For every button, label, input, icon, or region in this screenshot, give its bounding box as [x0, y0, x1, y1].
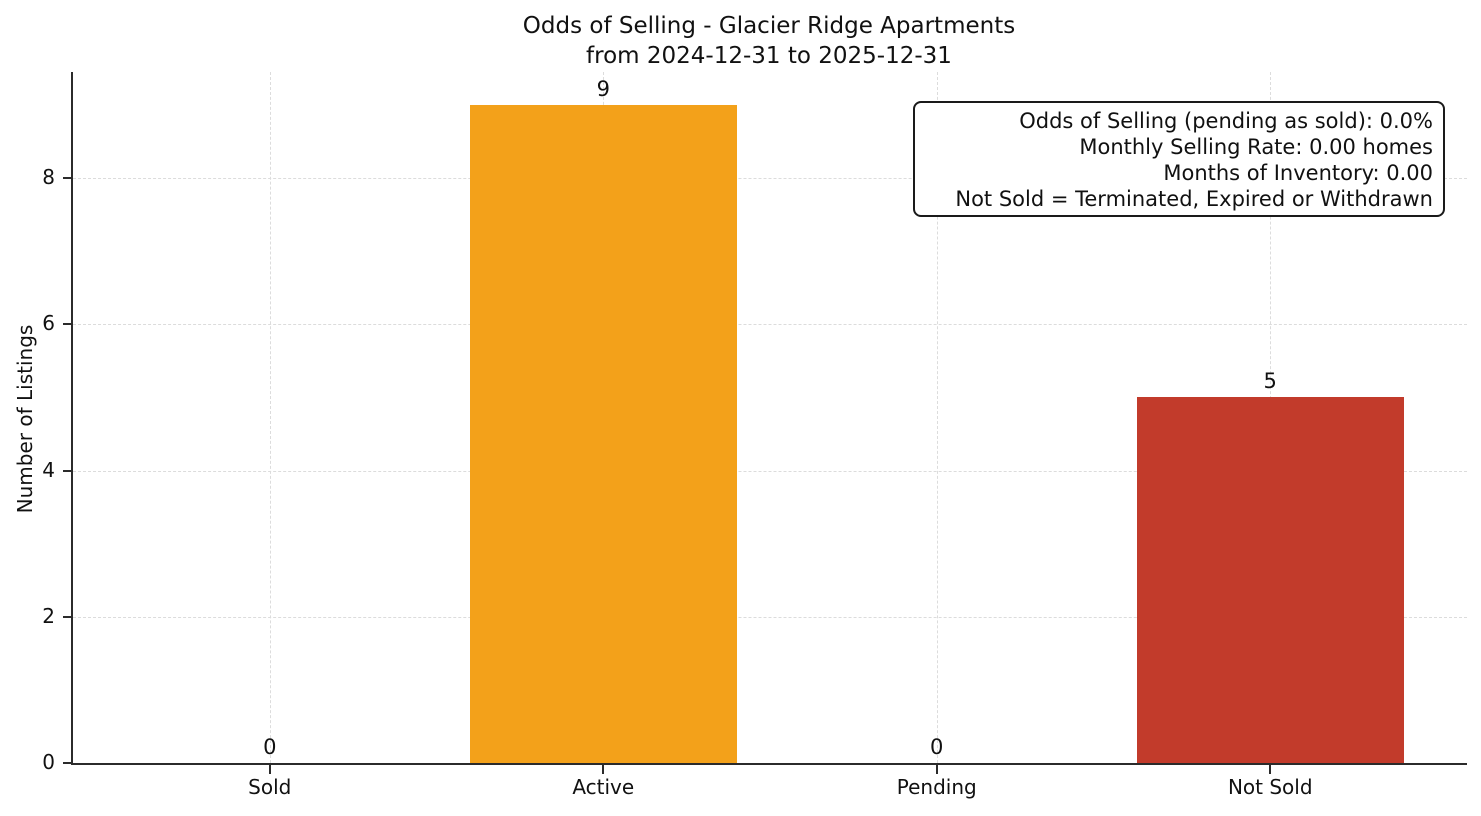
bar-value-label-active: 9 — [596, 77, 610, 101]
x-tick-label-sold: Sold — [248, 775, 292, 799]
annotation-odds-of-selling: Odds of Selling (pending as sold): 0.0% — [1019, 109, 1433, 133]
annotation-monthly-selling-rate: Monthly Selling Rate: 0.00 homes — [1079, 135, 1433, 159]
gridline-v — [269, 72, 271, 763]
y-tick-label: 0 — [42, 750, 55, 774]
gridline-h — [73, 178, 1467, 180]
annotation-box: Odds of Selling (pending as sold): 0.0% … — [913, 101, 1445, 217]
gridline-h — [73, 470, 1467, 472]
bar-value-label-pending: 0 — [930, 735, 944, 759]
x-tick — [268, 765, 271, 774]
y-tick-label: 4 — [42, 457, 55, 482]
y-tick — [63, 762, 71, 764]
y-tick — [63, 323, 71, 326]
chart-title-line2: from 2024-12-31 to 2025-12-31 — [586, 43, 952, 69]
annotation-months-of-inventory: Months of Inventory: 0.00 — [1163, 161, 1433, 185]
gridline-h — [73, 616, 1467, 618]
bar-value-label-sold: 0 — [263, 735, 277, 759]
x-tick — [935, 765, 938, 774]
y-axis-label: Number of Listings — [13, 324, 37, 514]
y-tick — [63, 615, 71, 618]
gridline-h — [73, 324, 1467, 326]
bar-active — [469, 105, 737, 763]
gridline-v — [936, 72, 938, 763]
y-tick — [63, 177, 71, 180]
chart-title: Odds of Selling - Glacier Ridge Apartmen… — [71, 11, 1467, 71]
x-tick-label-not-sold: Not Sold — [1227, 775, 1313, 799]
x-tick-label-active: Active — [572, 775, 635, 799]
plot-area: 0 2 4 6 8 0 Sold 9 Active 0 Pending 5 Not Sold — [42, 72, 1467, 799]
y-tick-label: 2 — [42, 603, 55, 628]
x-tick — [1269, 765, 1272, 774]
x-tick — [602, 765, 605, 774]
bar-not-sold — [1136, 397, 1404, 763]
x-tick-label-pending: Pending — [896, 775, 977, 799]
y-tick — [63, 469, 71, 472]
chart-title-line1: Odds of Selling - Glacier Ridge Apartmen… — [522, 13, 1016, 39]
y-tick-label: 8 — [42, 165, 55, 190]
y-tick-label: 6 — [42, 311, 55, 336]
bar-value-label-not-sold: 5 — [1263, 369, 1277, 393]
annotation-not-sold-definition: Not Sold = Terminated, Expired or Withdr… — [955, 187, 1433, 211]
